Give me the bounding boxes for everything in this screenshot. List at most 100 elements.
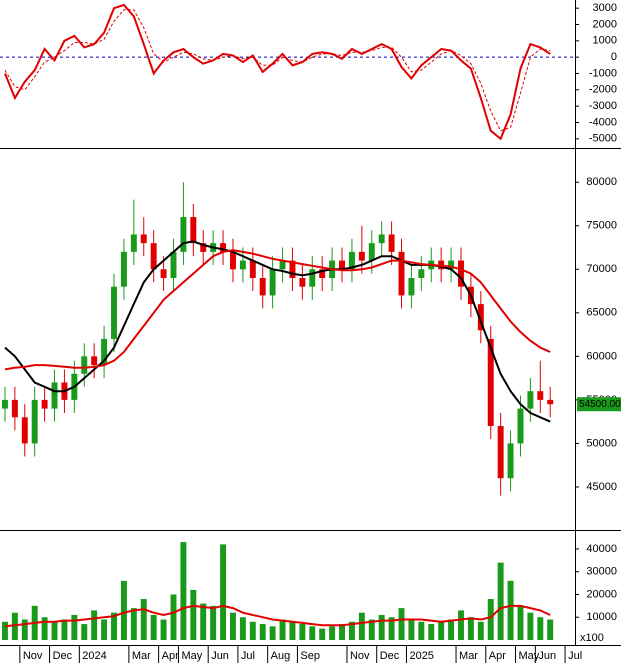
candle-body: [497, 426, 504, 479]
candle-body: [487, 338, 494, 427]
volume-bar: [537, 617, 544, 640]
y-tick-label: 20000: [586, 588, 617, 600]
volume-bar: [160, 619, 167, 640]
candle-body: [180, 217, 187, 252]
volume-bar: [120, 580, 127, 640]
volume-bar: [170, 594, 177, 640]
candle-body: [448, 260, 455, 270]
candle-body: [527, 391, 534, 409]
y-tick-label: -3000: [589, 100, 617, 112]
candle-body: [249, 260, 256, 278]
volume-bar: [388, 617, 395, 640]
candle-body: [220, 243, 227, 252]
x-tick-label: Dec: [53, 650, 73, 662]
x-tick-label: Jul: [241, 650, 255, 662]
volume-bar: [438, 621, 445, 640]
candle-body: [239, 260, 246, 270]
x-tick-label: Jun: [538, 650, 556, 662]
candle-body: [91, 356, 98, 366]
volume-bar: [517, 605, 524, 640]
volume-bar: [259, 624, 266, 640]
y-tick-label: 50000: [586, 437, 617, 449]
candle-body: [130, 234, 137, 252]
y-tick-label: 70000: [586, 263, 617, 275]
candle-body: [41, 399, 48, 409]
volume-bar: [81, 624, 88, 640]
candle-body: [418, 269, 425, 278]
candle-body: [507, 443, 514, 479]
x-tick-label: Mar: [459, 650, 478, 662]
candle-body: [259, 277, 266, 296]
x-tick-label: Nov: [350, 650, 370, 662]
volume-bar: [111, 612, 117, 640]
x-tick-label: 2024: [82, 650, 106, 662]
y-tick-label: 75000: [586, 220, 617, 232]
volume-bar: [358, 612, 365, 640]
volume-bar: [91, 610, 98, 640]
series-line: [4, 9, 551, 132]
volume-bar: [71, 614, 78, 640]
volume-bar: [477, 621, 484, 640]
x-tick-label: May: [519, 650, 540, 662]
candle-body: [309, 269, 316, 287]
volume-bar: [200, 603, 207, 640]
candle-body: [21, 417, 28, 444]
candle-body: [348, 251, 355, 270]
candle-body: [190, 217, 197, 244]
candle-body: [160, 269, 167, 278]
volume-bar: [180, 542, 187, 640]
volume-bar: [339, 624, 345, 640]
candle-body: [170, 251, 177, 278]
y-tick-label: -4000: [589, 116, 617, 128]
candle-body: [140, 234, 147, 244]
candle-body: [11, 399, 18, 418]
y-tick-label: 45000: [586, 481, 617, 493]
candle-body: [547, 399, 554, 405]
volume-bar: [51, 621, 58, 640]
volume-bar: [21, 619, 28, 640]
candle-body: [200, 243, 207, 252]
candle-body: [111, 286, 117, 339]
last-price-label: 54500.00: [579, 399, 621, 410]
x-tick-label: Aug: [271, 650, 291, 662]
y-tick-label: -5000: [589, 133, 617, 145]
volume-bar: [61, 619, 68, 640]
y-tick-label: 1000: [593, 35, 617, 47]
volume-bar: [140, 599, 147, 640]
candle-body: [299, 277, 306, 287]
candle-body: [230, 251, 236, 270]
volume-bar: [279, 619, 286, 640]
volume-bar: [210, 605, 217, 640]
volume-bar: [527, 612, 534, 640]
volume-bar: [487, 599, 494, 640]
candle-body: [120, 251, 127, 287]
candle-body: [388, 234, 395, 252]
volume-bar: [1, 621, 8, 640]
candle-body: [537, 391, 544, 400]
volume-bar: [230, 612, 236, 640]
x-tick-label: Apr: [489, 650, 506, 662]
candle-body: [477, 304, 484, 331]
x-tick-label: Mar: [132, 650, 151, 662]
volume-bar: [150, 614, 157, 640]
candle-body: [358, 251, 365, 261]
volume-bar: [507, 580, 514, 640]
volume-bar: [309, 626, 316, 640]
candle-body: [31, 399, 38, 444]
volume-bar: [101, 619, 108, 640]
y-tick-label: 60000: [586, 350, 617, 362]
volume-bar: [269, 626, 276, 640]
volume-bar: [448, 619, 455, 640]
x-tick-label: Apr: [162, 650, 179, 662]
volume-bar: [329, 626, 336, 640]
y-tick-label: 40000: [586, 543, 617, 555]
series-line: [4, 249, 551, 371]
y-tick-label: 80000: [586, 176, 617, 188]
x-tick-label: Jun: [211, 650, 229, 662]
y-tick-label: 0: [611, 51, 617, 63]
volume-bar: [428, 624, 435, 640]
volume-bar: [249, 621, 256, 640]
volume-bar: [547, 619, 554, 640]
volume-bar: [41, 617, 48, 640]
